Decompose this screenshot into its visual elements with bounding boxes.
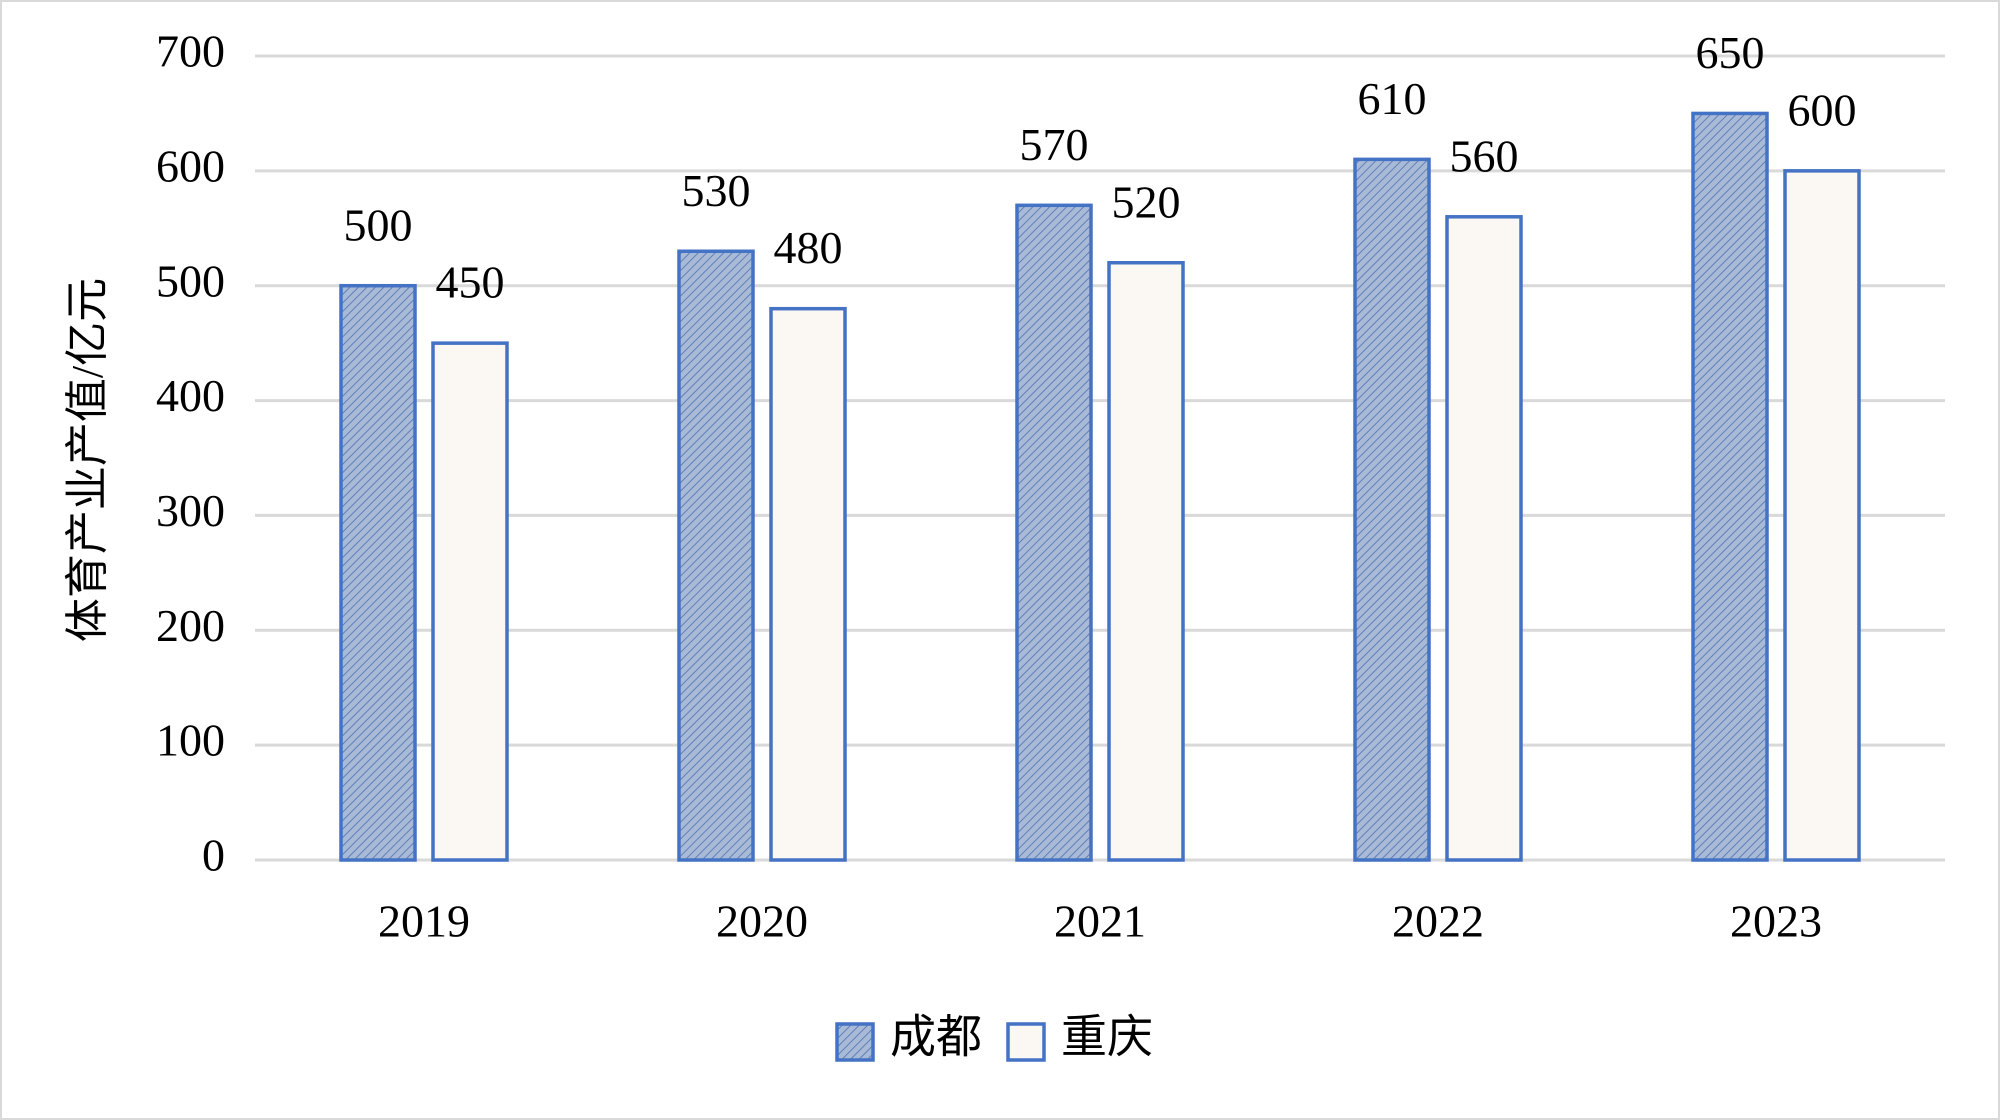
- bar: [1353, 157, 1431, 862]
- x-tick-label: 2023: [1730, 896, 1822, 947]
- y-tick-label: 400: [156, 370, 225, 421]
- data-label: 450: [436, 257, 505, 308]
- bar: [339, 283, 417, 862]
- data-label: 520: [1112, 176, 1181, 227]
- y-tick-label: 600: [156, 140, 225, 191]
- legend-label: 重庆: [1061, 1012, 1153, 1063]
- data-label: 530: [682, 165, 751, 216]
- y-tick-label: 0: [202, 830, 225, 881]
- legend-label: 成都: [890, 1012, 982, 1063]
- y-tick-label: 300: [156, 485, 225, 536]
- bar: [677, 249, 755, 862]
- x-tick-label: 2019: [378, 896, 470, 947]
- bar: [1691, 111, 1769, 862]
- x-tick-label: 2020: [716, 896, 808, 947]
- data-label: 560: [1450, 130, 1519, 181]
- y-tick-label: 100: [156, 715, 225, 766]
- bar: [1783, 169, 1861, 862]
- bar: [1107, 260, 1185, 862]
- bar: [769, 306, 847, 862]
- data-label: 610: [1358, 73, 1427, 124]
- x-tick-label: 2021: [1054, 896, 1146, 947]
- legend-swatch: [1006, 1022, 1046, 1062]
- bar: [1015, 203, 1093, 862]
- y-tick-label: 700: [156, 26, 225, 77]
- y-tick-label: 200: [156, 600, 225, 651]
- legend-swatch: [835, 1022, 875, 1062]
- data-label: 600: [1788, 84, 1857, 135]
- data-label: 650: [1696, 27, 1765, 78]
- bar: [1445, 215, 1523, 862]
- data-label: 480: [774, 222, 843, 273]
- data-label: 570: [1020, 119, 1089, 170]
- bar: [431, 341, 509, 862]
- data-label: 500: [344, 199, 413, 250]
- y-axis-label: 体育产业产值/亿元: [63, 278, 112, 642]
- y-tick-label: 500: [156, 255, 225, 306]
- x-tick-label: 2022: [1392, 896, 1484, 947]
